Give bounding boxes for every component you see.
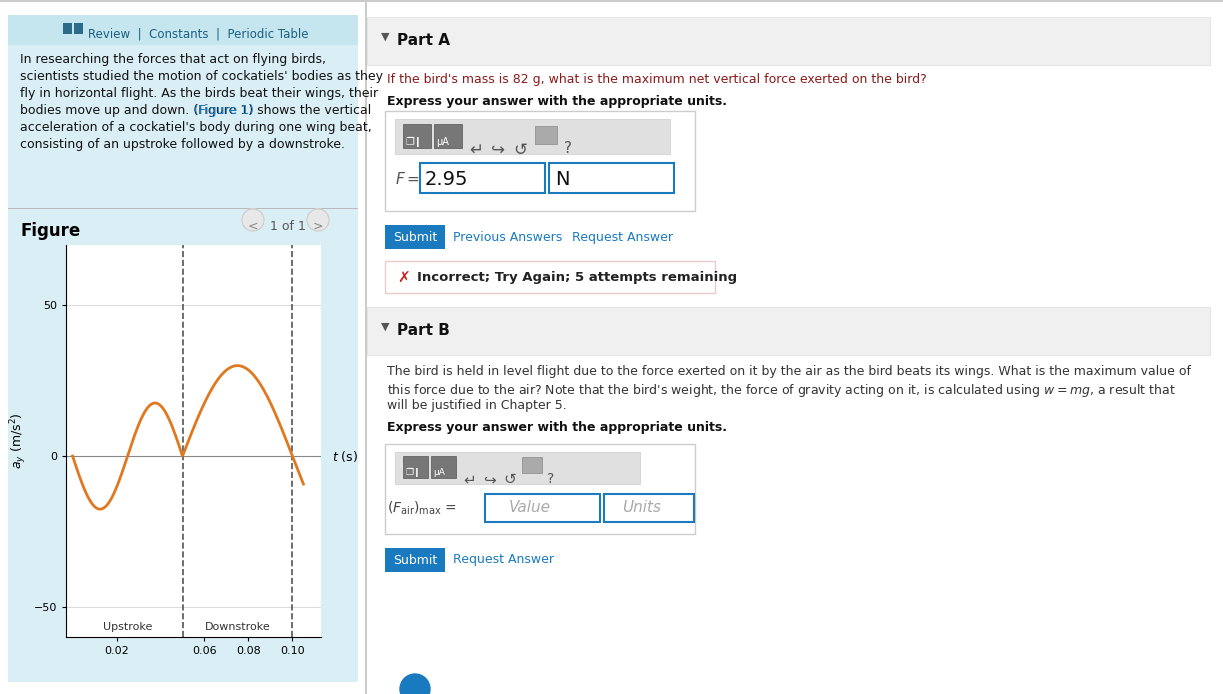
Text: ❐❙: ❐❙ (405, 137, 422, 147)
Bar (534, 126, 556, 144)
Text: ✗: ✗ (397, 271, 410, 286)
Text: fly in horizontal flight. As the birds beat their wings, their: fly in horizontal flight. As the birds b… (20, 87, 378, 100)
Bar (486, 494, 600, 522)
Text: ↵: ↵ (468, 141, 483, 159)
Text: ↺: ↺ (512, 141, 527, 159)
Bar (385, 225, 445, 249)
Text: ▼: ▼ (382, 32, 389, 42)
Text: Previous Answers: Previous Answers (453, 230, 563, 244)
Text: Express your answer with the appropriate units.: Express your answer with the appropriate… (386, 95, 726, 108)
Text: $F=$: $F=$ (395, 171, 419, 187)
Y-axis label: $a_y$ (m/s$^2$): $a_y$ (m/s$^2$) (9, 413, 29, 469)
Bar (367, 17, 1210, 65)
Text: ↵: ↵ (464, 472, 476, 487)
Bar (385, 548, 445, 572)
Text: Value: Value (509, 500, 552, 516)
Circle shape (400, 674, 430, 694)
Text: N: N (555, 169, 570, 189)
Bar (75, 23, 83, 34)
Text: ?: ? (564, 141, 572, 156)
Text: $(F_\mathrm{air})_\mathrm{max}$ =: $(F_\mathrm{air})_\mathrm{max}$ = (386, 499, 457, 517)
Circle shape (242, 209, 264, 231)
Bar (419, 163, 545, 193)
Text: Express your answer with the appropriate units.: Express your answer with the appropriate… (386, 421, 726, 434)
Bar (9, 15, 358, 45)
Text: scientists studied the motion of cockatiels' bodies as they: scientists studied the motion of cockati… (20, 70, 383, 83)
Bar (430, 456, 456, 478)
Text: Units: Units (623, 500, 660, 516)
Text: (Figure 1): (Figure 1) (194, 104, 254, 117)
Bar (604, 494, 693, 522)
Text: μA: μA (433, 468, 445, 477)
Text: acceleration of a cockatiel's body during one wing beat,: acceleration of a cockatiel's body durin… (20, 121, 372, 134)
Bar (9, 208, 358, 209)
Text: Review  |  Constants  |  Periodic Table: Review | Constants | Periodic Table (88, 28, 308, 40)
Circle shape (307, 209, 329, 231)
Bar (404, 124, 430, 148)
Bar (64, 23, 72, 34)
Text: ↺: ↺ (503, 472, 516, 487)
Bar (364, 0, 367, 694)
Text: If the bird's mass is 82 g, what is the maximum net vertical force exerted on th: If the bird's mass is 82 g, what is the … (386, 73, 927, 86)
Text: Incorrect; Try Again; 5 attempts remaining: Incorrect; Try Again; 5 attempts remaini… (417, 271, 737, 284)
Text: consisting of an upstroke followed by a downstroke.: consisting of an upstroke followed by a … (20, 138, 345, 151)
Text: Downstroke: Downstroke (204, 622, 270, 632)
Bar (395, 119, 670, 154)
Text: Figure: Figure (20, 222, 81, 240)
Text: Request Answer: Request Answer (453, 554, 554, 566)
Text: The bird is held in level flight due to the force exerted on it by the air as th: The bird is held in level flight due to … (386, 365, 1191, 378)
Text: Part A: Part A (397, 33, 450, 48)
Text: Submit: Submit (393, 554, 437, 566)
Bar (385, 444, 695, 534)
Text: ↪: ↪ (483, 472, 495, 487)
Text: μA: μA (437, 137, 449, 147)
Text: Upstroke: Upstroke (103, 622, 152, 632)
Text: will be justified in Chapter 5.: will be justified in Chapter 5. (386, 399, 566, 412)
Text: bodies move up and down. (Figure 1) shows the vertical: bodies move up and down. (Figure 1) show… (20, 104, 372, 117)
Bar (367, 307, 1210, 355)
Text: ?: ? (547, 472, 554, 486)
Bar (9, 15, 358, 682)
Bar (404, 456, 428, 478)
Text: ▼: ▼ (382, 322, 389, 332)
Bar (549, 163, 674, 193)
Text: 1 of 1: 1 of 1 (270, 219, 306, 232)
Text: >: > (313, 219, 323, 232)
Text: In researching the forces that act on flying birds,: In researching the forces that act on fl… (20, 53, 327, 66)
Bar (0, 0, 1223, 2)
Text: $t$ (s): $t$ (s) (333, 448, 358, 464)
Text: ↪: ↪ (490, 141, 505, 159)
Text: Request Answer: Request Answer (572, 230, 673, 244)
Text: this force due to the air? Note that the bird's weight, the force of gravity act: this force due to the air? Note that the… (386, 382, 1175, 399)
Bar (385, 111, 695, 211)
Text: Submit: Submit (393, 230, 437, 244)
Bar (434, 124, 462, 148)
Bar (385, 261, 715, 293)
Text: <: < (248, 219, 258, 232)
Text: Part B: Part B (397, 323, 450, 338)
Bar (395, 452, 640, 484)
Text: 2.95: 2.95 (426, 169, 468, 189)
Text: ❐❙: ❐❙ (405, 468, 421, 477)
Bar (522, 457, 542, 473)
